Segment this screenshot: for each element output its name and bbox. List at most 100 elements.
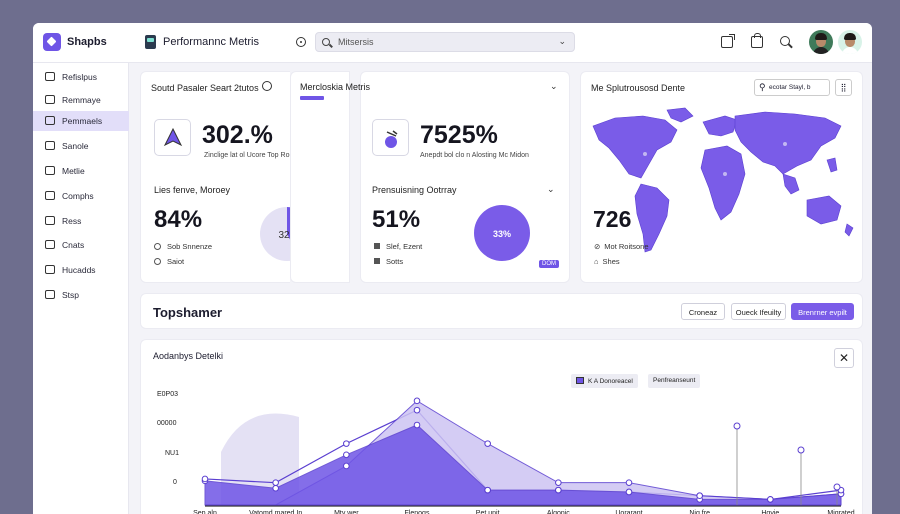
x-tick-label: Vatomd mared In [249, 510, 303, 514]
grid-icon [45, 72, 55, 81]
sidebar-item-6[interactable]: Ress [33, 211, 129, 231]
data-point [555, 486, 562, 494]
x-tick-label: Migrated [827, 510, 855, 514]
clock-icon[interactable] [296, 37, 306, 47]
x-tick-label: Pet unit [475, 510, 500, 514]
data-point [625, 488, 633, 496]
chart-title: Aodanbys Detelki [153, 351, 224, 361]
metrics-header: Mercloskia Metris ⌄ [290, 71, 563, 283]
sidebar-item-label: Cnats [62, 240, 85, 250]
guide-point [797, 446, 805, 454]
sidebar-item-1[interactable]: Remmaye [33, 90, 129, 110]
data-point [413, 406, 421, 414]
sidebar-item-9[interactable]: Stsp [33, 285, 129, 305]
search-input[interactable]: Mitsersis [338, 37, 374, 47]
quality-button[interactable]: Oueck Ifeuilty [731, 303, 786, 320]
settings-icon [45, 191, 55, 200]
sidebar-item-4[interactable]: Metlie [33, 161, 129, 181]
data-point [343, 440, 350, 447]
search-icon: ⚲ [759, 82, 766, 92]
app-window: Shapbs Performannc Metris Mitsersis ⌄ Re… [33, 23, 872, 514]
brand-name: Shapbs [67, 36, 107, 48]
legend-item: Sotts [374, 257, 403, 266]
brand-logo-icon[interactable] [43, 33, 61, 51]
legend-chip[interactable]: K A Donoreacel [571, 374, 638, 388]
data-point [413, 397, 421, 405]
primary-action-button[interactable]: Brenrner evpilt [791, 303, 854, 320]
x-tick-label: Algonic [546, 510, 570, 514]
close-button[interactable]: ✕ [834, 348, 854, 368]
data-point [767, 496, 774, 503]
sidebar-item-label: Pemmaels [62, 116, 103, 126]
y-axis-label: E0P03 [157, 391, 179, 398]
list-icon [45, 95, 55, 104]
user-icon [45, 216, 55, 225]
sidebar-item-8[interactable]: Hucadds [33, 260, 129, 280]
card-title: Me Splutrousosd Dente [591, 83, 686, 93]
guide-point [733, 422, 741, 430]
chevron-down-icon[interactable]: ⌄ [558, 36, 566, 46]
table-icon [45, 166, 55, 175]
data-point [272, 479, 279, 486]
section-title: Prensuisning Ootrray [372, 185, 457, 195]
chevron-down-icon[interactable]: ⌄ [547, 184, 555, 194]
select-label: ecotar Stayl, b [769, 84, 811, 91]
y-axis-label: 0 [173, 479, 177, 486]
y-axis-label: NU1 [165, 450, 180, 457]
sidebar-item-3[interactable]: Sanole [33, 136, 129, 156]
data-point [201, 475, 209, 483]
document-icon [145, 35, 156, 49]
sidebar-item-7[interactable]: Cnats [33, 235, 129, 255]
percent-value: 84% [154, 206, 203, 233]
chevron-down-icon[interactable]: ⌄ [550, 81, 558, 91]
search-bar[interactable]: Mitsersis ⌄ [315, 32, 575, 52]
x-tick-label: Uorarant [615, 510, 643, 514]
map-card: Me Splutrousosd Dente ⚲ ecotar Stayl, b … [580, 71, 863, 283]
monitor-icon [45, 290, 55, 299]
page-title: Performannc Metris [163, 36, 259, 48]
data-point [343, 451, 350, 459]
clock-icon[interactable] [262, 81, 272, 91]
background-area [221, 413, 299, 505]
avatar[interactable] [809, 30, 833, 54]
sidebar-item-5[interactable]: Comphs [33, 186, 129, 206]
bag-icon [45, 265, 55, 274]
sidebar-item-2[interactable]: Pemmaels [33, 111, 129, 131]
top-bar: Shapbs Performannc Metris Mitsersis ⌄ [33, 23, 872, 63]
map-value: 726 [593, 206, 632, 232]
card-title: Mercloskia Metris [300, 82, 371, 92]
legend-item: ⌂ Shes [594, 257, 620, 266]
legend-chip[interactable]: Penfreanseunt [648, 374, 701, 388]
donut-label: 33% [493, 229, 511, 239]
data-point [413, 421, 421, 429]
x-tick-label: Sep aln [193, 510, 217, 514]
data-point [484, 440, 491, 447]
sidebar-item-label: Metlie [62, 166, 85, 176]
sidebar-item-label: Sanole [62, 141, 89, 151]
y-axis-label: 00000 [157, 420, 177, 427]
x-tick-label: Nig fre [689, 510, 710, 514]
search-icon[interactable] [780, 36, 790, 46]
share-icon[interactable] [721, 34, 735, 48]
export-icon [45, 240, 55, 249]
guide-point [833, 483, 841, 491]
folder-icon [45, 141, 55, 150]
create-button[interactable]: Croneaz [681, 303, 725, 320]
sidebar-item-0[interactable]: Refislpus [33, 67, 129, 87]
kpi-icon [154, 119, 191, 156]
data-point [343, 462, 350, 470]
section-toolbar: Topshamer Croneaz Oueck Ifeuilty Brenrne… [140, 293, 863, 329]
avatar[interactable] [838, 30, 862, 54]
map-select[interactable]: ⚲ ecotar Stayl, b [754, 79, 830, 96]
x-tick-label: Hgvie [761, 510, 780, 514]
sidebar-item-label: Refislpus [62, 72, 97, 82]
chart-panel: Aodanbys Detelki ✕ K A Donoreacel Penfre… [140, 339, 863, 514]
legend-item: Sob Snnenze [154, 242, 212, 251]
grid-icon[interactable]: ⣿ [835, 79, 852, 96]
sidebar-item-label: Stsp [62, 290, 80, 300]
section-title: Lies fenve, Moroey [154, 185, 231, 195]
kpi-card-metrics: 7525% Anepdt bol clo n Alosting Mc Midon… [360, 71, 570, 283]
data-point [555, 479, 562, 486]
kpi-subtitle: Zinclige lat ol Ucore Top Ronsens [204, 152, 309, 159]
bag-icon[interactable] [751, 33, 763, 48]
